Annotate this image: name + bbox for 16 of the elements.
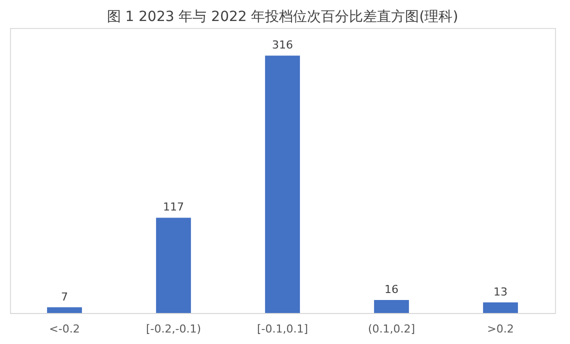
- bar: [47, 307, 82, 313]
- data-label: 16: [384, 282, 398, 296]
- data-label: 117: [163, 200, 184, 214]
- bar: [156, 218, 191, 313]
- x-tick-label: >0.2: [487, 322, 514, 336]
- x-tick-label: [-0.1,0.1]: [256, 322, 308, 336]
- bar: [374, 300, 409, 313]
- data-label: 316: [272, 38, 293, 52]
- bar: [483, 302, 518, 313]
- data-label: 7: [61, 290, 68, 304]
- x-tick-label: [-0.2,-0.1): [146, 322, 202, 336]
- chart-title: 图 1 2023 年与 2022 年投档位次百分比差直方图(理科): [106, 9, 458, 25]
- x-tick-label: <-0.2: [49, 322, 80, 336]
- x-tick-label: (0.1,0.2]: [368, 322, 416, 336]
- data-label: 13: [494, 285, 508, 298]
- bar: [265, 56, 300, 313]
